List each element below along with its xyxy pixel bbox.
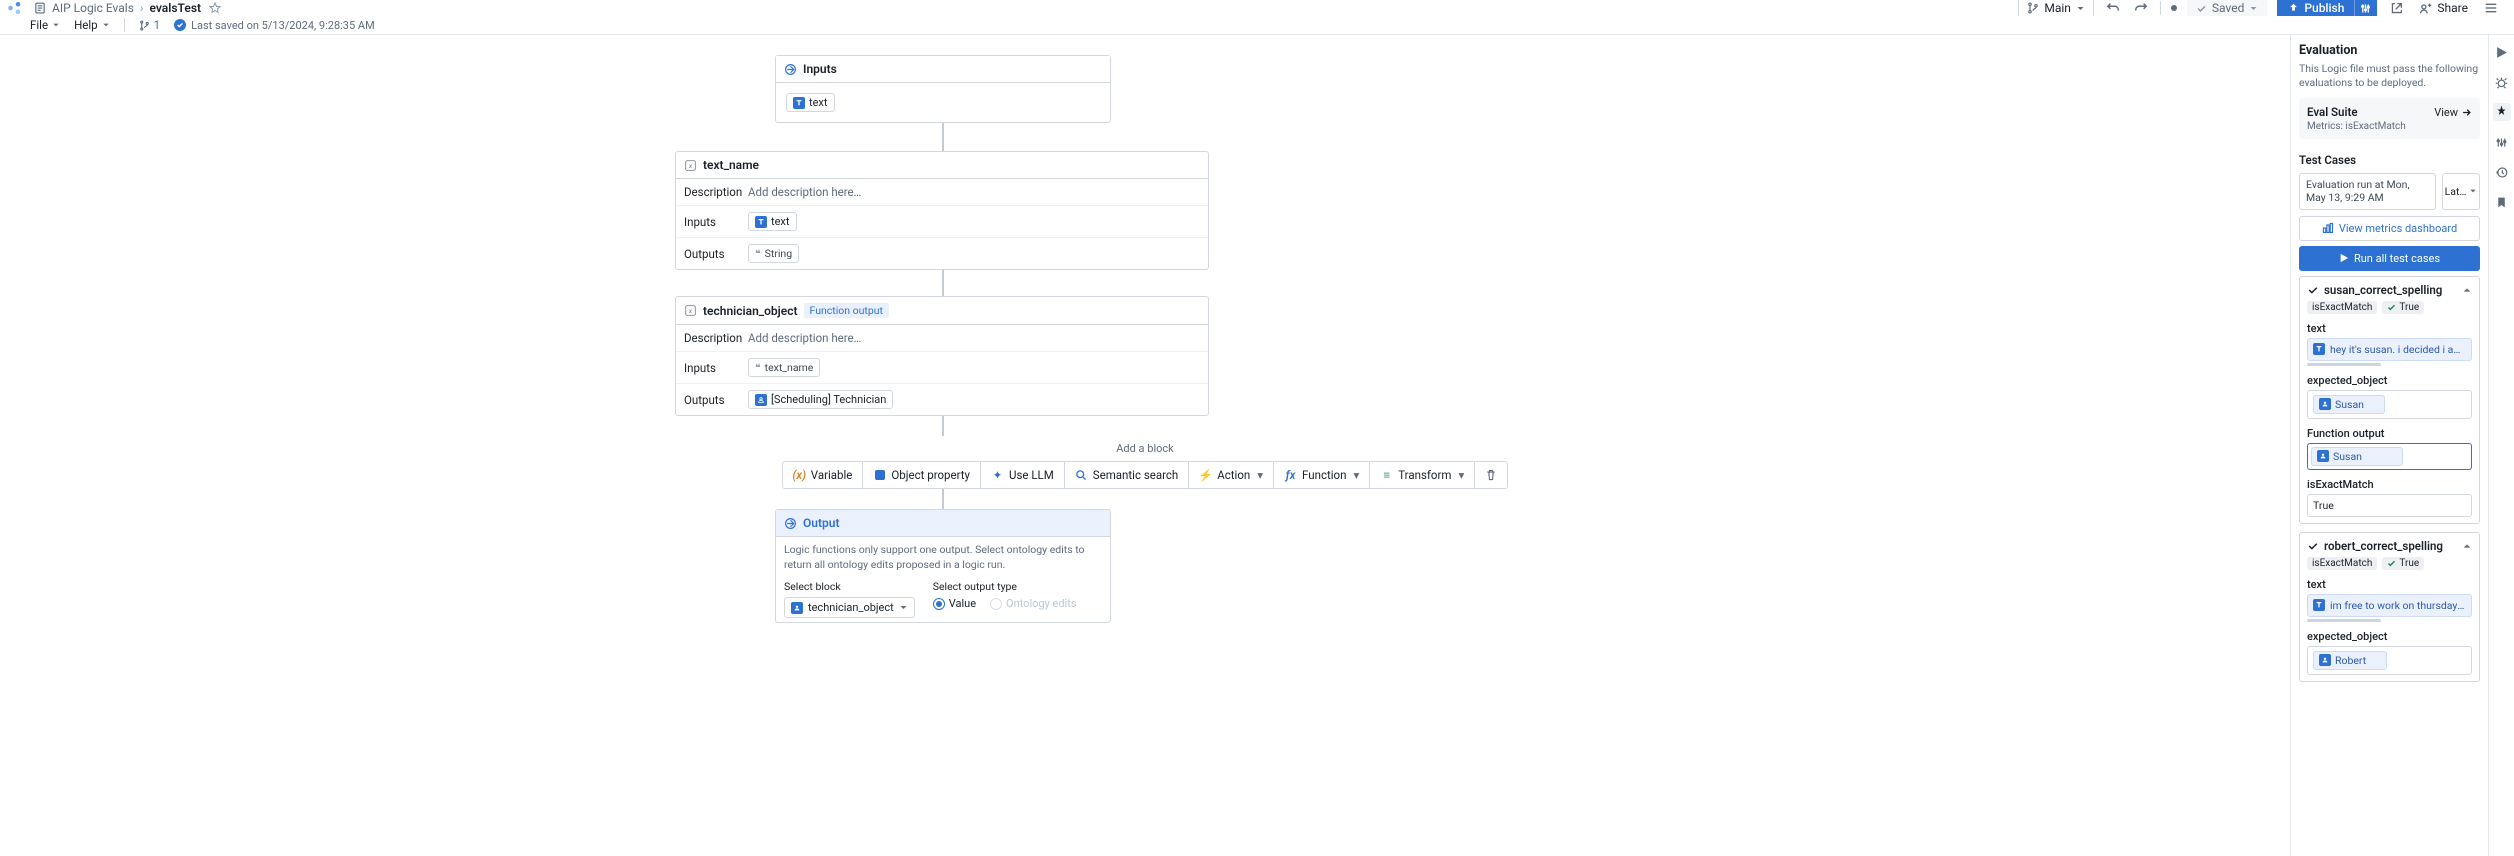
file-icon <box>34 2 46 14</box>
more-menu-icon[interactable] <box>2482 0 2500 16</box>
description-input[interactable]: Add description here… <box>748 185 1200 199</box>
tb-variable[interactable]: (x)Variable <box>783 462 864 488</box>
evaluation-panel: Evaluation This Logic file must pass the… <box>2290 35 2488 856</box>
test-cases-title: Test Cases <box>2299 153 2480 167</box>
collapse-icon[interactable] <box>2462 285 2472 295</box>
radio-ontology-edits: Ontology edits <box>990 597 1076 610</box>
file-menu[interactable]: File <box>30 18 60 32</box>
output-description: Logic functions only support one output.… <box>776 537 1110 578</box>
top-bar: AIP Logic Evals › evalsTest Main Saved <box>0 0 2514 35</box>
expected-object-value[interactable]: Robert <box>2307 646 2472 675</box>
radio-value[interactable]: Value <box>933 597 976 610</box>
tb-transform[interactable]: ≡Transform▾ <box>1370 462 1475 488</box>
output-chip[interactable]: [Scheduling] Technician <box>748 390 893 409</box>
view-metrics-dashboard-button[interactable]: View metrics dashboard <box>2299 216 2480 241</box>
svg-text:x: x <box>688 161 693 169</box>
rail-history-icon[interactable] <box>2493 163 2511 181</box>
test-case-susan[interactable]: susan_correct_spelling isExactMatch True… <box>2299 276 2480 524</box>
favorite-star-icon[interactable] <box>209 2 221 14</box>
tb-semantic-search[interactable]: Semantic search <box>1065 462 1189 488</box>
connector <box>942 489 944 509</box>
breadcrumb-separator: › <box>140 1 144 15</box>
eval-subtitle: This Logic file must pass the following … <box>2299 62 2480 90</box>
inputs-block[interactable]: Inputs text <box>775 55 1111 123</box>
connector <box>942 416 944 436</box>
eval-suite-box[interactable]: Eval Suite Metrics: isExactMatch View <box>2299 98 2480 139</box>
canvas[interactable]: Inputs text x text_name De <box>0 35 2290 856</box>
input-chip[interactable]: text <box>748 212 797 231</box>
result-pill: True <box>2382 557 2424 570</box>
tb-use-llm[interactable]: ✦Use LLM <box>981 462 1065 488</box>
rail-evaluation-icon[interactable] <box>2493 103 2511 121</box>
input-chip-text[interactable]: text <box>786 93 835 112</box>
right-rail <box>2488 35 2514 856</box>
run-info: Evaluation run at Mon, May 13, 9:29 AM <box>2299 173 2436 209</box>
result-pill: True <box>2382 301 2424 314</box>
technician-block[interactable]: x technician_object Function output Desc… <box>675 296 1209 416</box>
run-selector[interactable]: Lat… <box>2442 173 2480 209</box>
redo-icon[interactable] <box>2132 0 2150 16</box>
text-name-block[interactable]: x text_name Description Add description … <box>675 151 1209 270</box>
save-status: Last saved on 5/13/2024, 9:28:35 AM <box>174 19 375 32</box>
breadcrumb-current: evalsTest <box>150 1 202 15</box>
branch-selector[interactable]: Main <box>2018 0 2094 16</box>
text-name-title: text_name <box>703 158 759 172</box>
output-icon <box>784 517 797 530</box>
text-input-value[interactable]: hey it's susan. i decided i am feeling b… <box>2307 338 2472 361</box>
output-chip[interactable]: ❝ String <box>748 244 799 263</box>
breadcrumb-parent[interactable]: AIP Logic Evals <box>52 1 134 15</box>
function-output-value[interactable]: Susan <box>2307 443 2472 470</box>
tb-function[interactable]: ƒxFunction▾ <box>1274 462 1370 488</box>
undo-icon[interactable] <box>2104 0 2122 16</box>
publish-settings-button[interactable] <box>2354 0 2377 16</box>
tb-action[interactable]: ⚡Action▾ <box>1189 462 1274 488</box>
run-all-button[interactable]: Run all test cases <box>2299 246 2480 271</box>
variable-icon: x <box>684 304 697 317</box>
output-title: Output <box>803 516 839 530</box>
svg-text:x: x <box>688 307 693 315</box>
help-menu[interactable]: Help <box>74 18 110 32</box>
function-output-badge: Function output <box>804 303 890 318</box>
saved-button[interactable]: Saved <box>2187 0 2267 16</box>
connector <box>942 123 944 151</box>
inputs-title: Inputs <box>803 62 837 76</box>
test-case-robert[interactable]: robert_correct_spelling isExactMatch Tru… <box>2299 532 2480 682</box>
expected-object-value[interactable]: Susan <box>2307 390 2472 419</box>
match-value: True <box>2307 494 2472 517</box>
metric-pill: isExactMatch <box>2307 301 2377 314</box>
input-icon <box>784 63 797 76</box>
technician-title: technician_object <box>703 304 798 318</box>
description-input[interactable]: Add description here… <box>748 331 1200 345</box>
metric-pill: isExactMatch <box>2307 557 2377 570</box>
rail-play-icon[interactable] <box>2493 43 2511 61</box>
publish-button[interactable]: Publish <box>2277 0 2355 16</box>
eval-title: Evaluation <box>2299 43 2480 58</box>
output-block[interactable]: Output Logic functions only support one … <box>775 509 1111 623</box>
open-external-icon[interactable] <box>2387 0 2405 16</box>
tb-object-property[interactable]: Object property <box>863 462 981 488</box>
select-block-dropdown[interactable]: technician_object <box>784 597 915 618</box>
rail-debug-icon[interactable] <box>2493 73 2511 91</box>
collapse-icon[interactable] <box>2462 541 2472 551</box>
share-button[interactable]: Share <box>2415 0 2472 16</box>
branch-count[interactable]: 1 <box>139 18 160 32</box>
view-suite-link[interactable]: View <box>2434 106 2472 119</box>
input-chip[interactable]: ❝ text_name <box>748 358 820 377</box>
add-block-label: Add a block <box>675 442 1615 455</box>
rail-bookmark-icon[interactable] <box>2493 193 2511 211</box>
status-dot <box>2171 5 2177 11</box>
variable-icon: x <box>684 159 697 172</box>
text-input-value[interactable]: im free to work on thursday 12/14. -robe… <box>2307 594 2472 617</box>
add-block-toolbar: (x)Variable Object property ✦Use LLM Sem… <box>782 461 1508 489</box>
app-logo <box>4 0 26 16</box>
rail-settings-icon[interactable] <box>2493 133 2511 151</box>
tb-delete[interactable] <box>1475 462 1507 488</box>
connector <box>942 270 944 296</box>
